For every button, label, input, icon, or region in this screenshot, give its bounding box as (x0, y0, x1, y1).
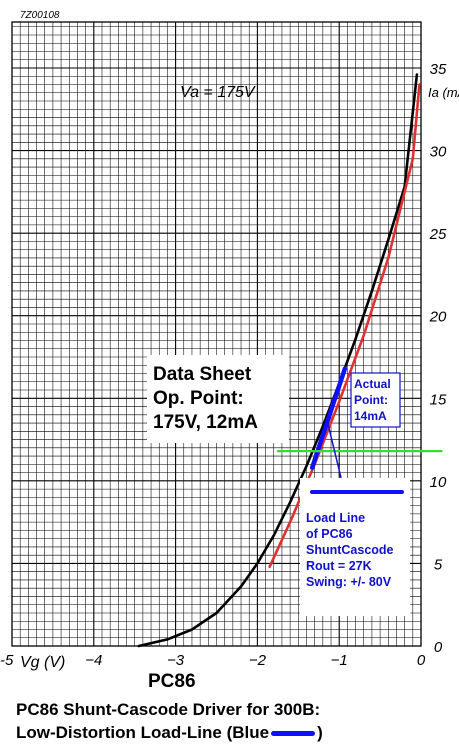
actual-line-2: Point: (354, 393, 388, 407)
loadline-line-3: ShuntCascode (306, 543, 394, 557)
datasheet-curve (268, 83, 421, 569)
actual-line-3: 14mA (354, 409, 387, 423)
y-axis-label: Ia (mA) (428, 85, 459, 100)
actual-pointer (326, 419, 344, 487)
x-tick-label: −4 (85, 652, 102, 669)
x-tick-label: −2 (249, 652, 267, 669)
tube-label: PC86 (148, 671, 196, 690)
caption-close-paren: ) (317, 723, 323, 742)
y-tick-label: 35 (430, 61, 447, 78)
datasheet-line-3: 175V, 12mA (153, 412, 258, 433)
x-tick-label: -5 (0, 652, 14, 669)
chart-grid (11, 21, 422, 647)
x-tick-label: −3 (167, 652, 185, 669)
y-tick-label: 10 (430, 474, 447, 491)
x-axis-label: Vg (V) (20, 654, 65, 671)
chart-tick-labels: -5 −4 −3 −2 −1 00 5 10 15 20 25 30 35 (0, 61, 447, 669)
x-tick-label: −1 (331, 652, 348, 669)
y-tick-label: 25 (429, 226, 447, 243)
caption-subtitle: Low-Distortion Load-Line (Blue (16, 723, 270, 742)
caption-blue-swatch (271, 731, 316, 737)
ia-curve (137, 73, 419, 648)
loadline-line-4: Rout = 27K (306, 559, 372, 573)
condition-label: Va = 175V (180, 84, 256, 101)
x-tick-label: 0 (417, 652, 426, 669)
actual-line-1: Actual (354, 377, 391, 391)
datasheet-line-1: Data Sheet (153, 364, 252, 385)
y-tick-label: 30 (430, 144, 447, 161)
caption-subtitle-row: Low-Distortion Load-Line (Blue) (16, 721, 456, 744)
loadline-line-5: Swing: +/- 80V (306, 575, 392, 589)
chart-curves (137, 73, 443, 648)
loadline-line-2: of PC86 (306, 527, 353, 541)
doc-code: 7Z00108 (20, 10, 60, 21)
actual-point-note: Actual Point: 14mA (326, 372, 401, 487)
datasheet-line-2: Op. Point: (153, 388, 244, 409)
datasheet-note: Data Sheet Op. Point: 175V, 12mA (147, 355, 289, 443)
y-tick-label: 0 (434, 639, 443, 656)
y-tick-label: 20 (429, 309, 447, 326)
figure-caption: PC86 Shunt-Cascode Driver for 300B: Low-… (16, 698, 456, 744)
loadline-line-1: Load Line (306, 511, 365, 525)
pc86-transfer-chart: -5 −4 −3 −2 −1 00 5 10 15 20 25 30 35 7Z00108 Va = 1… (0, 10, 459, 690)
y-tick-label: 5 (434, 556, 443, 573)
caption-title: PC86 Shunt-Cascode Driver for 300B: (16, 700, 321, 719)
loadline-note: Load Line of PC86 ShuntCascode Rout = 27… (300, 478, 410, 616)
y-tick-label: 15 (430, 391, 447, 408)
